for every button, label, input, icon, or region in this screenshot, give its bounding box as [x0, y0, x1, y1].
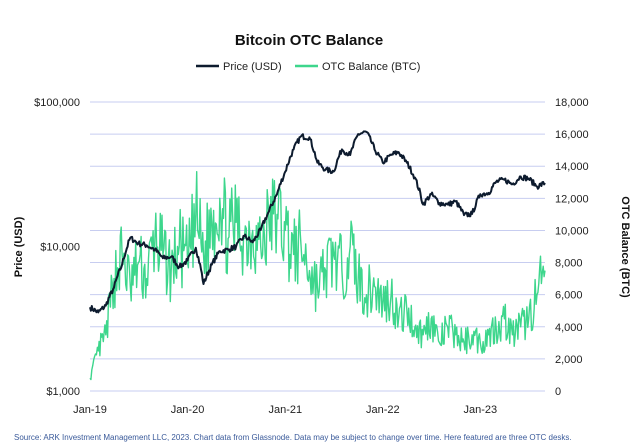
y-right-tick-label: 18,000 [555, 97, 589, 109]
x-tick-label: Jan-23 [464, 404, 498, 416]
x-tick-label: Jan-20 [171, 404, 205, 416]
series-line-price [89, 130, 546, 314]
y-right-tick-label: 12,000 [555, 193, 589, 205]
chart-title: Bitcoin OTC Balance [235, 32, 383, 49]
y-right-tick-label: 10,000 [555, 225, 589, 237]
y-right-axis-title: OTC Balance (BTC) [619, 196, 631, 298]
y-right-tick-label: 2,000 [555, 354, 583, 366]
y-right-tick-label: 4,000 [555, 322, 583, 334]
y-right-tick-label: 14,000 [555, 161, 589, 173]
y-left-tick-label: $10,000 [40, 242, 80, 254]
legend-label-otc: OTC Balance (BTC) [322, 61, 420, 73]
y-right-tick-label: 8,000 [555, 258, 583, 270]
x-tick-label: Jan-19 [73, 404, 107, 416]
y-right-tick-label: 0 [555, 386, 561, 398]
y-right-tick-label: 6,000 [555, 290, 583, 302]
legend: Price (USD) OTC Balance (BTC) [196, 61, 420, 73]
series-line-otc-balance [89, 171, 546, 381]
right-axis-ticks: 0 2,000 4,000 6,000 8,000 10,000 12,000 14,000 1… [555, 97, 589, 398]
legend-label-price: Price (USD) [223, 61, 282, 73]
y-left-tick-label: $100,000 [34, 97, 80, 109]
x-tick-label: Jan-22 [366, 404, 400, 416]
source-note: Source: ARK Investment Management LLC, 2… [14, 433, 572, 442]
left-axis-ticks: $1,000 $10,000 $100,000 [34, 97, 80, 398]
x-tick-label: Jan-21 [268, 404, 302, 416]
y-right-tick-label: 16,000 [555, 129, 589, 141]
y-left-tick-label: $1,000 [46, 386, 80, 398]
y-left-axis-title: Price (USD) [13, 216, 25, 277]
x-axis-ticks: Jan-19 Jan-20 Jan-21 Jan-22 Jan-23 [73, 404, 497, 416]
